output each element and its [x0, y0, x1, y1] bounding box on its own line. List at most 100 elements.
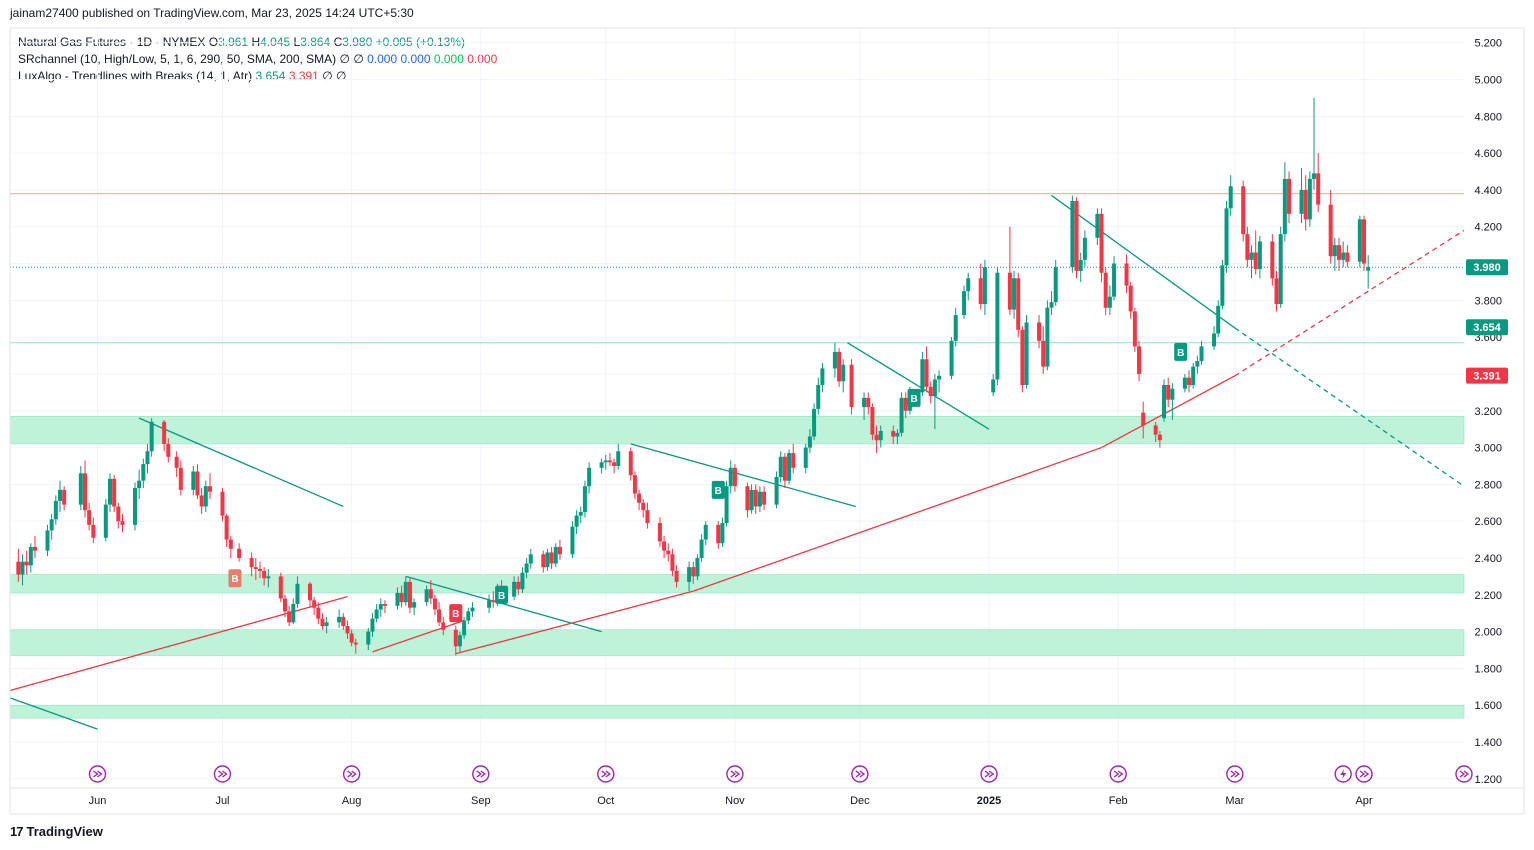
open-value: 3.961: [218, 35, 249, 49]
candle: [1162, 379, 1167, 422]
play-arrow-icon[interactable]: [213, 765, 232, 783]
candle: [1107, 285, 1112, 316]
candle: [1224, 200, 1229, 273]
candle-body: [782, 456, 787, 481]
candle: [1287, 171, 1292, 224]
candle: [812, 403, 817, 441]
candle: [1082, 230, 1087, 268]
candle-body: [312, 600, 317, 608]
candle-body: [753, 489, 758, 507]
candle-body: [599, 462, 604, 468]
candle: [587, 462, 592, 494]
candle-body: [803, 447, 808, 468]
play-arrow-icon[interactable]: [1455, 765, 1473, 783]
candle-body: [832, 351, 837, 369]
play-arrow-icon[interactable]: [851, 765, 869, 783]
candle: [841, 359, 846, 393]
candle: [199, 488, 204, 514]
candle-body: [1282, 178, 1287, 235]
candle: [1341, 241, 1346, 268]
candle: [1245, 226, 1250, 268]
time-axis[interactable]: Jun Jul Aug Sep Oct Nov Dec 2025 Feb Mar Apr: [89, 795, 1373, 807]
play-arrow-icon[interactable]: [980, 765, 998, 783]
candle: [1316, 153, 1321, 213]
candle: [1299, 167, 1304, 224]
candle-body: [470, 607, 475, 612]
candle-body: [49, 519, 54, 531]
candle-body: [657, 523, 662, 542]
candle: [516, 576, 521, 595]
candle: [578, 506, 583, 524]
play-arrow-icon[interactable]: [1109, 765, 1127, 783]
y-tick-label: 3.000: [1474, 443, 1502, 455]
candle-body: [220, 491, 225, 516]
candle: [366, 627, 371, 650]
candle: [732, 464, 737, 492]
arrow-glyph: [1359, 770, 1370, 778]
candle-body: [1024, 322, 1029, 385]
close-label: C: [333, 35, 343, 49]
candle: [1078, 252, 1083, 282]
play-arrow-icon[interactable]: [342, 765, 361, 783]
candle-body: [587, 467, 592, 487]
price-axis[interactable]: 5.2005.0004.8004.6004.4004.2004.0003.800…: [1474, 38, 1502, 786]
candle: [937, 370, 942, 393]
sr-zone: [9, 415, 1465, 445]
candle-body: [995, 272, 1000, 380]
lightning-icon[interactable]: [1334, 765, 1352, 783]
candle-body: [1007, 272, 1012, 310]
play-arrow-icon[interactable]: [1355, 765, 1373, 783]
play-arrow-icon[interactable]: [597, 765, 615, 783]
candle: [28, 543, 33, 573]
candle-body: [1078, 259, 1083, 271]
close-value: 3.980: [342, 35, 373, 49]
candles[interactable]: [16, 97, 1371, 656]
candle: [962, 285, 967, 319]
grid: [10, 28, 1464, 788]
event-markers[interactable]: [88, 765, 1473, 783]
change-value: +0.005 (+0.13%): [375, 35, 466, 49]
trendline-up: [1101, 375, 1236, 449]
candle-body: [1303, 189, 1308, 220]
price-tag-bg: [1466, 319, 1508, 336]
play-arrow-icon[interactable]: [726, 765, 744, 783]
candle: [287, 605, 292, 627]
legend-symbol-row[interactable]: Natural Gas Futures · 1D · NYMEX O3.961 …: [18, 34, 497, 51]
candle: [220, 488, 225, 522]
candle-body: [1020, 329, 1025, 385]
candle: [428, 580, 433, 604]
brand-name: TradingView: [26, 824, 103, 839]
candle-body: [1112, 263, 1117, 297]
candle-body: [732, 467, 737, 487]
candle-body: [266, 576, 271, 579]
candle: [470, 602, 475, 617]
candle-body: [178, 467, 183, 490]
signal-label: B: [231, 574, 238, 585]
candle: [791, 443, 796, 474]
candle-body: [1132, 311, 1137, 347]
play-arrow-icon[interactable]: [472, 765, 490, 783]
candle: [1132, 307, 1137, 352]
candle-body: [428, 589, 433, 599]
tradingview-brand[interactable]: 17 TradingView: [10, 824, 103, 839]
candle: [1166, 377, 1171, 408]
play-arrow-icon[interactable]: [1226, 765, 1244, 783]
candle-body: [791, 453, 796, 468]
break-signal: B: [449, 604, 463, 623]
candle-body: [53, 500, 58, 520]
play-arrow-icon[interactable]: [88, 765, 107, 783]
candle-body: [87, 510, 92, 525]
candle: [666, 543, 671, 562]
candle: [891, 425, 896, 444]
candle: [1195, 355, 1200, 374]
trendline-down: [847, 342, 990, 430]
candle: [120, 513, 125, 533]
candle: [724, 480, 729, 527]
candle-body: [1316, 173, 1321, 205]
candle-body: [1099, 213, 1104, 273]
trendline-up: [1234, 229, 1465, 377]
trendline-up: [9, 595, 348, 692]
sr-zones: [9, 415, 1465, 719]
low-value: 3.864: [300, 35, 331, 49]
